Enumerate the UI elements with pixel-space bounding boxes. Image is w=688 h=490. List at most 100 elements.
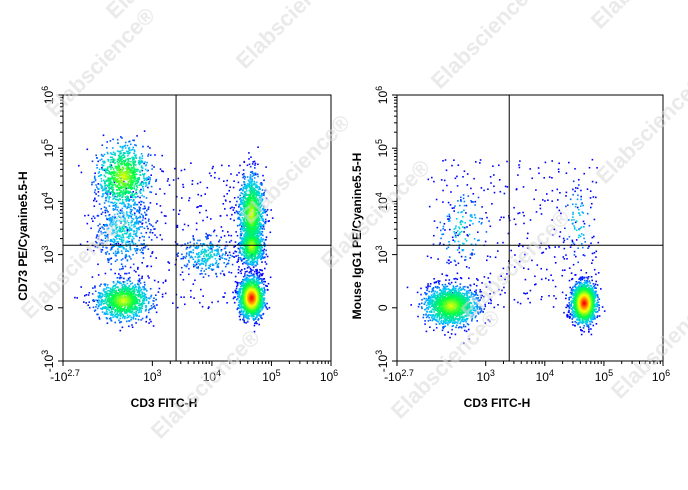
event-point xyxy=(122,186,124,189)
event-point xyxy=(138,206,141,208)
event-point xyxy=(227,254,229,257)
event-point xyxy=(148,176,150,178)
event-point xyxy=(139,236,141,239)
event-point xyxy=(237,254,239,257)
event-point xyxy=(96,234,99,236)
event-point xyxy=(262,224,265,226)
event-point xyxy=(264,267,266,270)
event-point xyxy=(151,252,153,254)
event-point xyxy=(252,192,254,194)
event-point xyxy=(186,263,189,266)
event-point xyxy=(250,156,252,158)
event-point xyxy=(194,256,197,258)
event-point xyxy=(121,241,124,243)
event-point xyxy=(240,214,243,216)
event-point xyxy=(138,299,141,301)
event-point xyxy=(109,311,112,313)
event-point xyxy=(129,184,132,186)
event-point xyxy=(205,209,207,212)
event-point xyxy=(133,306,136,308)
event-point xyxy=(130,288,132,291)
event-point xyxy=(146,265,149,267)
event-point xyxy=(121,210,123,212)
event-point xyxy=(125,192,128,194)
event-point xyxy=(240,237,242,240)
event-point xyxy=(262,257,264,259)
event-point xyxy=(95,306,97,308)
event-point xyxy=(118,166,121,168)
event-point xyxy=(110,186,113,188)
event-point xyxy=(106,209,108,212)
event-point xyxy=(241,240,243,242)
event-point xyxy=(247,315,249,318)
event-point xyxy=(130,171,132,174)
event-point xyxy=(254,199,256,201)
event-point xyxy=(243,194,245,196)
event-point xyxy=(143,281,146,284)
event-point xyxy=(104,235,107,237)
event-point xyxy=(262,205,265,208)
event-point xyxy=(197,239,199,242)
event-point xyxy=(243,261,245,264)
event-point xyxy=(212,165,214,168)
event-point xyxy=(111,188,113,190)
event-point xyxy=(256,258,259,260)
event-point xyxy=(96,246,99,249)
event-point xyxy=(100,177,103,180)
event-point xyxy=(240,309,243,311)
event-point xyxy=(199,239,201,242)
event-point xyxy=(243,225,245,228)
event-point xyxy=(133,163,135,166)
event-point xyxy=(104,175,107,178)
event-point xyxy=(244,252,246,254)
event-point xyxy=(127,150,129,153)
event-point xyxy=(103,189,105,191)
event-point xyxy=(141,235,144,238)
event-point xyxy=(251,172,254,175)
event-point xyxy=(204,251,206,253)
event-point xyxy=(120,220,123,223)
event-point xyxy=(257,200,259,202)
event-point xyxy=(88,292,91,294)
event-point xyxy=(252,277,254,280)
event-point xyxy=(122,281,125,283)
event-point xyxy=(112,217,114,219)
event-point xyxy=(220,226,223,228)
event-point xyxy=(135,322,137,324)
event-point xyxy=(124,198,127,201)
event-point xyxy=(200,262,203,265)
event-point xyxy=(102,169,104,171)
event-point xyxy=(121,154,124,157)
event-point xyxy=(182,186,185,188)
event-point xyxy=(228,257,231,259)
event-point xyxy=(149,177,151,179)
event-point xyxy=(264,280,266,283)
event-point xyxy=(236,281,238,284)
event-point xyxy=(270,209,272,211)
event-point xyxy=(236,284,239,286)
event-point xyxy=(125,285,127,288)
event-point xyxy=(114,309,116,311)
event-point xyxy=(118,219,121,222)
event-point xyxy=(188,267,190,270)
event-point xyxy=(263,280,265,283)
event-point xyxy=(129,266,132,269)
event-point xyxy=(127,190,130,193)
event-point xyxy=(250,254,253,257)
event-point xyxy=(236,293,239,295)
event-point xyxy=(194,279,196,282)
event-point xyxy=(116,226,118,229)
event-point xyxy=(109,172,111,175)
event-point xyxy=(111,313,114,315)
event-point xyxy=(242,224,244,227)
event-point xyxy=(134,318,137,320)
event-point xyxy=(235,210,238,212)
event-point xyxy=(122,291,124,294)
event-point xyxy=(108,253,110,255)
event-point xyxy=(243,202,246,204)
event-point xyxy=(97,183,100,185)
event-point xyxy=(141,292,144,295)
event-point xyxy=(244,201,246,203)
event-point xyxy=(120,308,122,311)
event-point xyxy=(129,211,131,214)
